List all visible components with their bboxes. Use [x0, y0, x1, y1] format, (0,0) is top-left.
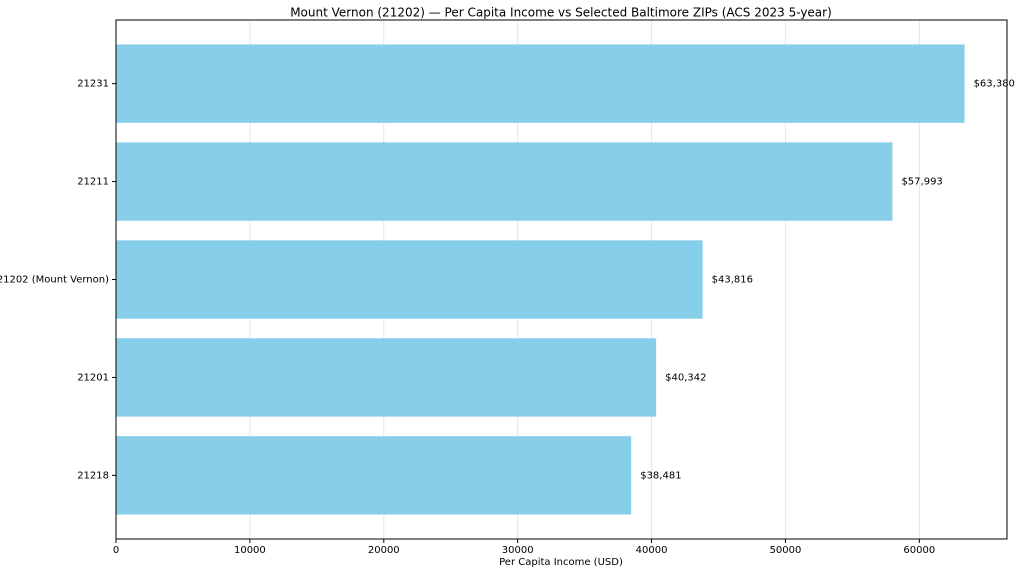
- bar: [116, 44, 965, 123]
- x-tick-label: 0: [113, 545, 119, 556]
- plot-frame: [115, 19, 1008, 540]
- x-axis-label: Per Capita Income (USD): [499, 557, 623, 568]
- bar: [116, 338, 657, 417]
- y-tick-label: 21211: [77, 177, 109, 188]
- x-tick-label: 30000: [502, 545, 534, 556]
- y-tick-label: 21231: [77, 79, 109, 90]
- value-label: $38,481: [640, 470, 681, 481]
- chart-title: Mount Vernon (21202) — Per Capita Income…: [290, 6, 832, 20]
- bar: [116, 142, 893, 221]
- value-label: $57,993: [901, 177, 942, 188]
- y-tick-label: 21201: [77, 372, 109, 383]
- bar: [116, 436, 632, 515]
- x-tick-label: 10000: [234, 545, 266, 556]
- x-tick-label: 60000: [903, 545, 935, 556]
- x-tick-label: 20000: [368, 545, 400, 556]
- x-tick-label: 40000: [636, 545, 668, 556]
- value-label: $63,380: [974, 79, 1015, 90]
- bar: [116, 240, 703, 319]
- x-tick-label: 50000: [770, 545, 802, 556]
- y-tick-label: 21202 (Mount Vernon): [0, 275, 109, 286]
- value-label: $40,342: [665, 372, 706, 383]
- value-label: $43,816: [712, 275, 753, 286]
- y-tick-label: 21218: [77, 470, 109, 481]
